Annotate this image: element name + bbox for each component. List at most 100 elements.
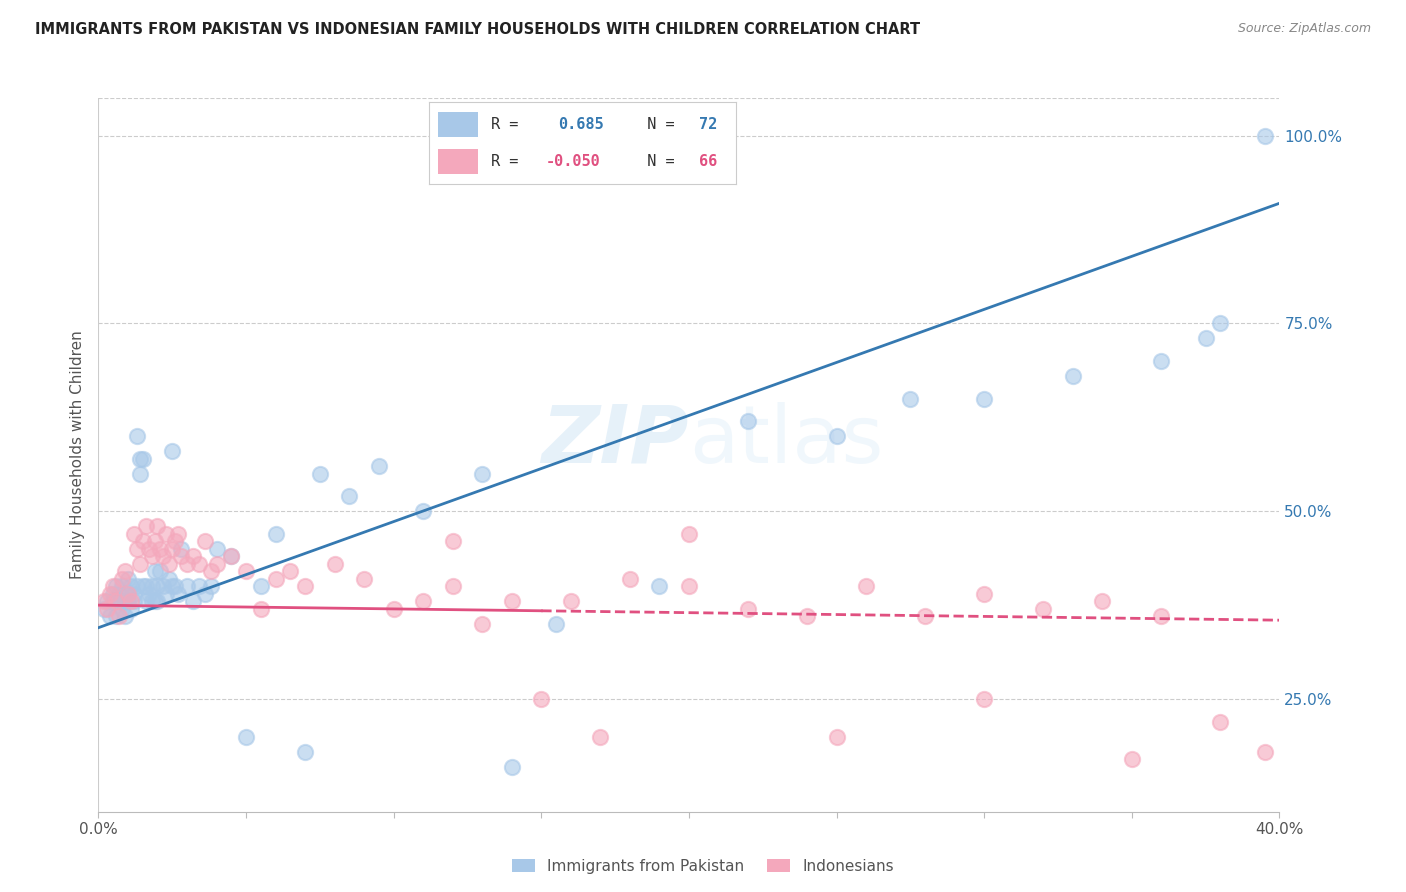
Point: [530, 692, 553, 706]
Point: [1254, 128, 1277, 143]
Point: [323, 557, 346, 571]
Point: [737, 414, 759, 428]
Point: [114, 609, 136, 624]
Point: [167, 526, 190, 541]
Point: [825, 730, 848, 744]
Point: [1091, 594, 1114, 608]
Point: [501, 759, 523, 773]
Y-axis label: Family Households with Children: Family Households with Children: [69, 331, 84, 579]
Point: [200, 565, 222, 579]
Point: [309, 467, 332, 481]
Point: [194, 587, 217, 601]
Point: [128, 467, 150, 481]
Point: [117, 587, 139, 601]
Point: [114, 565, 136, 579]
Point: [1150, 354, 1173, 368]
Point: [152, 549, 174, 564]
Point: [1254, 745, 1277, 759]
Point: [103, 587, 125, 601]
Point: [132, 451, 155, 466]
Point: [98, 587, 121, 601]
Point: [143, 594, 166, 608]
Point: [973, 392, 995, 406]
Point: [235, 565, 257, 579]
Point: [103, 579, 125, 593]
Point: [117, 594, 139, 608]
Point: [1150, 609, 1173, 624]
Text: Source: ZipAtlas.com: Source: ZipAtlas.com: [1237, 22, 1371, 36]
Point: [108, 609, 131, 624]
Point: [105, 594, 128, 608]
Text: atlas: atlas: [689, 401, 883, 480]
Point: [294, 745, 316, 759]
Point: [368, 459, 391, 474]
Point: [1121, 752, 1143, 766]
Point: [648, 579, 671, 593]
Point: [149, 541, 172, 556]
Legend: Immigrants from Pakistan, Indonesians: Immigrants from Pakistan, Indonesians: [506, 853, 900, 880]
Point: [146, 519, 169, 533]
Point: [111, 602, 134, 616]
Point: [796, 609, 818, 624]
Point: [108, 594, 131, 608]
Point: [108, 587, 131, 601]
Point: [501, 594, 523, 608]
Point: [157, 557, 180, 571]
Point: [155, 587, 177, 601]
Point: [165, 534, 187, 549]
Point: [471, 467, 494, 481]
Point: [162, 579, 183, 593]
Text: ZIP: ZIP: [541, 401, 689, 480]
Point: [353, 572, 375, 586]
Point: [122, 587, 145, 601]
Point: [132, 534, 155, 549]
Point: [135, 519, 157, 533]
Point: [122, 526, 145, 541]
Point: [339, 489, 361, 503]
Point: [120, 594, 142, 608]
Point: [141, 594, 163, 608]
Point: [143, 565, 166, 579]
Point: [181, 549, 204, 564]
Point: [146, 579, 169, 593]
Point: [221, 549, 243, 564]
Point: [105, 609, 128, 624]
Text: IMMIGRANTS FROM PAKISTAN VS INDONESIAN FAMILY HOUSEHOLDS WITH CHILDREN CORRELATI: IMMIGRANTS FROM PAKISTAN VS INDONESIAN F…: [35, 22, 921, 37]
Point: [264, 526, 287, 541]
Point: [294, 579, 316, 593]
Point: [205, 557, 228, 571]
Point: [162, 444, 183, 458]
Point: [135, 594, 157, 608]
Point: [737, 602, 759, 616]
Point: [96, 602, 118, 616]
Point: [143, 534, 166, 549]
Point: [93, 594, 115, 608]
Point: [165, 579, 187, 593]
Point: [678, 526, 700, 541]
Point: [973, 692, 995, 706]
Point: [117, 587, 139, 601]
Point: [117, 572, 139, 586]
Point: [105, 579, 128, 593]
Point: [546, 616, 568, 631]
Point: [141, 579, 163, 593]
Point: [132, 579, 155, 593]
Point: [125, 579, 148, 593]
Point: [619, 572, 641, 586]
Point: [111, 579, 134, 593]
Point: [1209, 317, 1232, 331]
Point: [170, 541, 193, 556]
Point: [1032, 602, 1054, 616]
Point: [914, 609, 936, 624]
Point: [93, 602, 115, 616]
Point: [149, 565, 172, 579]
Point: [167, 587, 190, 601]
Point: [221, 549, 243, 564]
Point: [412, 504, 434, 518]
Point: [441, 534, 464, 549]
Point: [128, 451, 150, 466]
Point: [122, 594, 145, 608]
Point: [382, 602, 405, 616]
Point: [111, 572, 134, 586]
Point: [678, 579, 700, 593]
